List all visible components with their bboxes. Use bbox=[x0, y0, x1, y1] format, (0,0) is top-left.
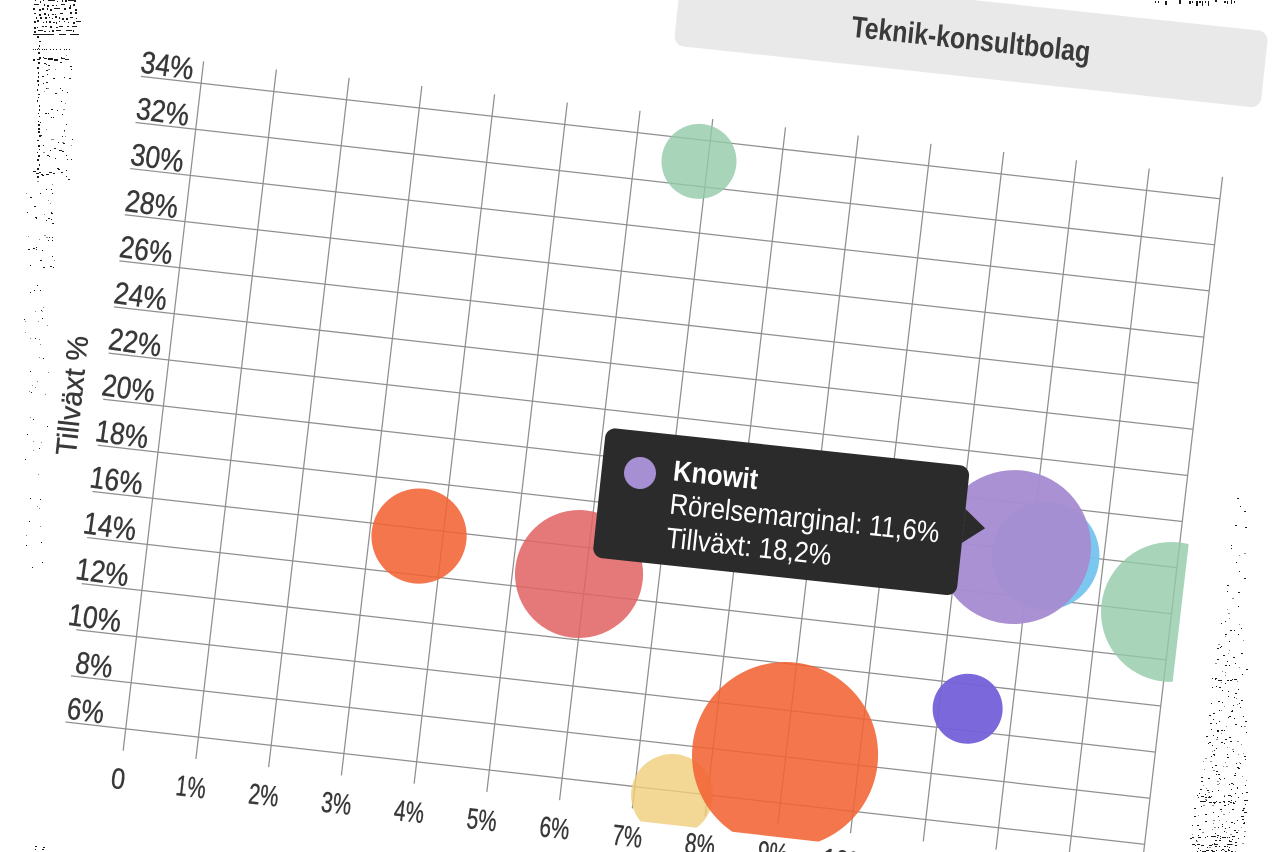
svg-text:4%: 4% bbox=[392, 795, 425, 830]
svg-text:16%: 16% bbox=[88, 459, 145, 501]
svg-text:2%: 2% bbox=[247, 778, 280, 813]
svg-text:18%: 18% bbox=[93, 413, 150, 455]
svg-text:34%: 34% bbox=[139, 45, 196, 87]
svg-text:20%: 20% bbox=[100, 367, 157, 409]
svg-text:10%: 10% bbox=[66, 597, 123, 639]
svg-text:30%: 30% bbox=[129, 137, 186, 179]
svg-text:3%: 3% bbox=[320, 787, 353, 822]
svg-text:10%: 10% bbox=[821, 843, 870, 852]
svg-text:8%: 8% bbox=[73, 645, 115, 685]
svg-text:24%: 24% bbox=[112, 275, 169, 317]
svg-text:28%: 28% bbox=[123, 183, 180, 225]
svg-text:5%: 5% bbox=[465, 803, 498, 838]
svg-text:22%: 22% bbox=[106, 321, 163, 363]
svg-text:6%: 6% bbox=[538, 811, 571, 846]
svg-text:6%: 6% bbox=[65, 691, 107, 731]
svg-text:9%: 9% bbox=[756, 836, 789, 852]
svg-text:26%: 26% bbox=[117, 229, 174, 271]
svg-text:12%: 12% bbox=[74, 551, 131, 593]
svg-text:1%: 1% bbox=[174, 770, 207, 805]
svg-text:14%: 14% bbox=[81, 505, 138, 547]
svg-text:7%: 7% bbox=[611, 820, 644, 852]
svg-text:0: 0 bbox=[109, 763, 127, 796]
svg-text:32%: 32% bbox=[134, 91, 191, 133]
svg-text:8%: 8% bbox=[683, 828, 716, 852]
